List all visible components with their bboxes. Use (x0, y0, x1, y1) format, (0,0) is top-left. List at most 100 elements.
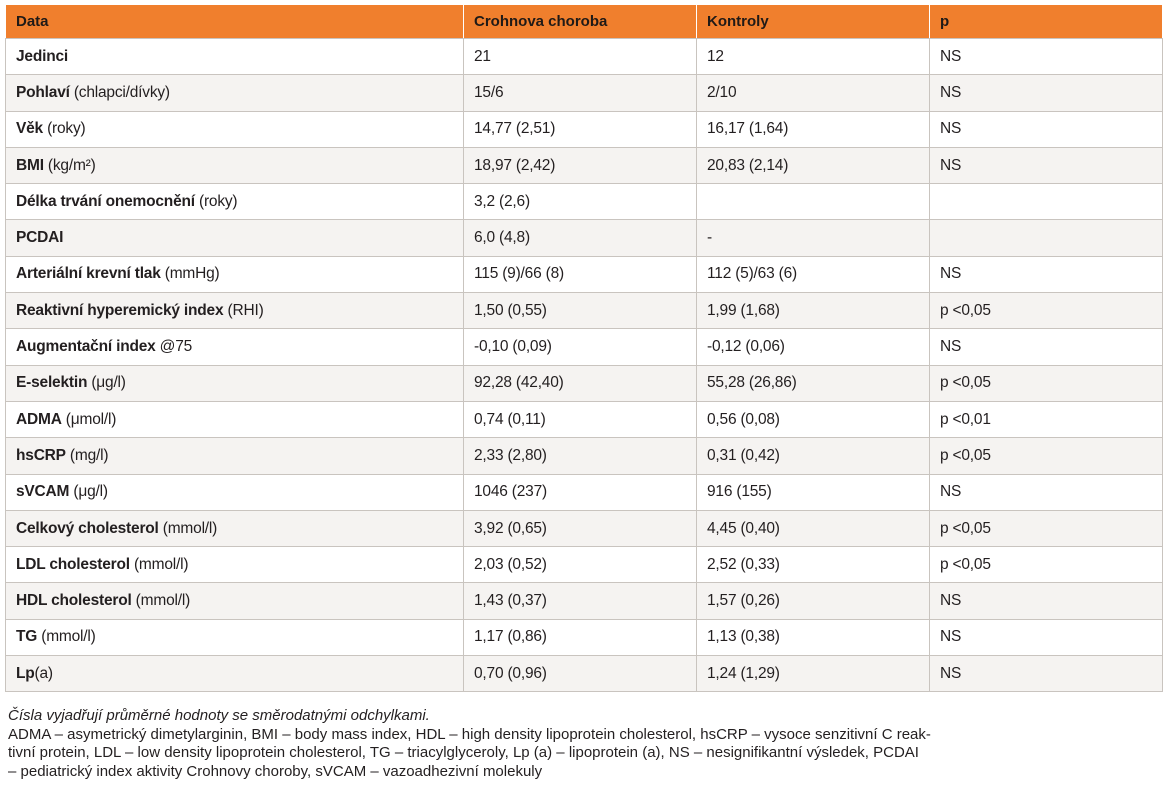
header-crohn: Crohnova choroba (463, 4, 697, 39)
table-row: Augmentační index @75 -0,10 (0,09) -0,12 (… (5, 328, 1163, 366)
table-body: Jedinci 21 12 NS Pohlaví (chlapci/dívky) 15/6… (5, 37, 1163, 693)
row-label: Arteriální krevní tlak (16, 265, 161, 283)
control-value: 12 (696, 37, 930, 76)
row-label: Délka trvání onemocnění (16, 192, 195, 210)
crohn-value: 21 (463, 37, 697, 76)
table-row: PCDAI 6,0 (4,8) - (5, 219, 1163, 257)
row-label: LDL cholesterol (16, 555, 130, 573)
row-unit: (roky) (194, 192, 238, 210)
notes-line-3: tivní protein, LDL – low density lipopro… (8, 744, 919, 761)
p-value (929, 183, 1163, 221)
row-label-cell: Reaktivní hyperemický index (RHI) (5, 292, 464, 330)
p-value: p <0,05 (929, 546, 1163, 584)
crohn-value: 0,70 (0,96) (463, 655, 697, 693)
row-label: Lp (16, 664, 35, 682)
crohn-value: 2,33 (2,80) (463, 437, 697, 475)
notes-line-1: Čísla vyjadřují průměrné hodnoty se směr… (8, 707, 430, 724)
row-label: TG (16, 628, 38, 646)
p-value (929, 219, 1163, 257)
row-unit: (mmol/l) (158, 519, 218, 537)
p-value: NS (929, 146, 1163, 185)
table-row: Pohlaví (chlapci/dívky) 15/6 2/10 NS (5, 74, 1163, 112)
control-value: 916 (155) (696, 473, 930, 511)
crohn-value: 3,2 (2,6) (463, 183, 697, 221)
control-value: 1,13 (0,38) (696, 618, 930, 657)
crohn-value: 1046 (237) (463, 473, 697, 511)
crohn-value: 18,97 (2,42) (463, 146, 697, 185)
p-value: NS (929, 473, 1163, 511)
row-label-cell: Jedinci (5, 37, 464, 76)
row-label-cell: ADMA (μmol/l) (5, 400, 464, 439)
table-row: Reaktivní hyperemický index (RHI) 1,50 (0… (5, 292, 1163, 330)
crohn-value: 14,77 (2,51) (463, 110, 697, 148)
crohn-value: 15/6 (463, 74, 697, 112)
table-row: BMI (kg/m²) 18,97 (2,42) 20,83 (2,14) NS (5, 146, 1163, 185)
table-header: Data Crohnova choroba Kontroly p (5, 4, 1163, 39)
p-value: p <0,05 (929, 437, 1163, 475)
crohn-value: 0,74 (0,11) (463, 400, 697, 439)
table-row: Jedinci 21 12 NS (5, 37, 1163, 76)
crohn-value: 6,0 (4,8) (463, 219, 697, 257)
table-row: Celkový cholesterol (mmol/l) 3,92 (0,65) 4… (5, 509, 1163, 548)
table-row: LDL cholesterol (mmol/l) 2,03 (0,52) 2,52 … (5, 546, 1163, 584)
row-label: E-selektin (16, 374, 88, 392)
p-value: NS (929, 618, 1163, 657)
row-label: sVCAM (16, 483, 70, 501)
table-row: sVCAM (μg/l) 1046 (237) 916 (155) NS (5, 473, 1163, 511)
row-unit: (μg/l) (69, 483, 108, 501)
row-label: PCDAI (16, 229, 64, 247)
p-value: NS (929, 255, 1163, 294)
row-label-cell: hsCRP (mg/l) (5, 437, 464, 475)
row-label-cell: HDL cholesterol (mmol/l) (5, 582, 464, 620)
row-label: ADMA (16, 410, 62, 428)
table-row: TG (mmol/l) 1,17 (0,86) 1,13 (0,38) NS (5, 618, 1163, 657)
control-value: 16,17 (1,64) (696, 110, 930, 148)
row-label-cell: TG (mmol/l) (5, 618, 464, 657)
crohn-value: 92,28 (42,40) (463, 364, 697, 402)
row-label-cell: Délka trvání onemocnění (roky) (5, 183, 464, 221)
row-label: Jedinci (16, 47, 69, 65)
control-value: 1,24 (1,29) (696, 655, 930, 693)
header-controls: Kontroly (696, 4, 930, 39)
notes-line-4: – pediatrický index aktivity Crohnovy ch… (8, 762, 543, 780)
row-label-cell: Pohlaví (chlapci/dívky) (5, 74, 464, 112)
control-value: 20,83 (2,14) (696, 146, 930, 185)
table-row: ADMA (μmol/l) 0,74 (0,11) 0,56 (0,08) p <0,… (5, 400, 1163, 439)
row-unit: (mmHg) (160, 265, 220, 283)
table-row: E-selektin (μg/l) 92,28 (42,40) 55,28 (26,… (5, 364, 1163, 402)
row-label-cell: sVCAM (μg/l) (5, 473, 464, 511)
row-unit: (mmol/l) (131, 592, 191, 610)
row-label: Věk (16, 120, 43, 138)
control-value: 55,28 (26,86) (696, 364, 930, 402)
row-unit: (μg/l) (87, 374, 126, 392)
row-unit: (mmol/l) (37, 628, 96, 646)
row-label: Pohlaví (16, 83, 70, 101)
crohn-value: -0,10 (0,09) (463, 328, 697, 366)
control-value: 112 (5)/63 (6) (696, 255, 930, 294)
crohn-value: 2,03 (0,52) (463, 546, 697, 584)
header-row: Data Crohnova choroba Kontroly p (5, 4, 1163, 39)
table-notes: Čísla vyjadřují průměrné hodnoty se směr… (8, 707, 1158, 781)
p-value: NS (929, 655, 1163, 693)
control-value: 0,56 (0,08) (696, 400, 930, 439)
p-value: p <0,01 (929, 400, 1163, 439)
control-value (696, 183, 930, 221)
row-label: HDL cholesterol (16, 592, 132, 610)
control-value: -0,12 (0,06) (696, 328, 930, 366)
row-label-cell: BMI (kg/m²) (5, 146, 464, 185)
header-p: p (929, 4, 1163, 39)
p-value: p <0,05 (929, 364, 1163, 402)
control-value: 0,31 (0,42) (696, 437, 930, 475)
row-label-cell: Věk (roky) (5, 110, 464, 148)
row-label-cell: Augmentační index @75 (5, 328, 464, 366)
table-row: HDL cholesterol (mmol/l) 1,43 (0,37) 1,57 … (5, 582, 1163, 620)
control-value: 4,45 (0,40) (696, 509, 930, 548)
control-value: 2,52 (0,33) (696, 546, 930, 584)
notes-line-2: ADMA – asymetrický dimetylarginin, BMI –… (8, 725, 931, 743)
row-label-cell: Lp(a) (5, 655, 464, 693)
row-label-cell: LDL cholesterol (mmol/l) (5, 546, 464, 584)
crohn-value: 3,92 (0,65) (463, 509, 697, 548)
row-unit: (mg/l) (65, 446, 109, 464)
crohn-value: 115 (9)/66 (8) (463, 255, 697, 294)
row-unit: (roky) (42, 120, 86, 138)
